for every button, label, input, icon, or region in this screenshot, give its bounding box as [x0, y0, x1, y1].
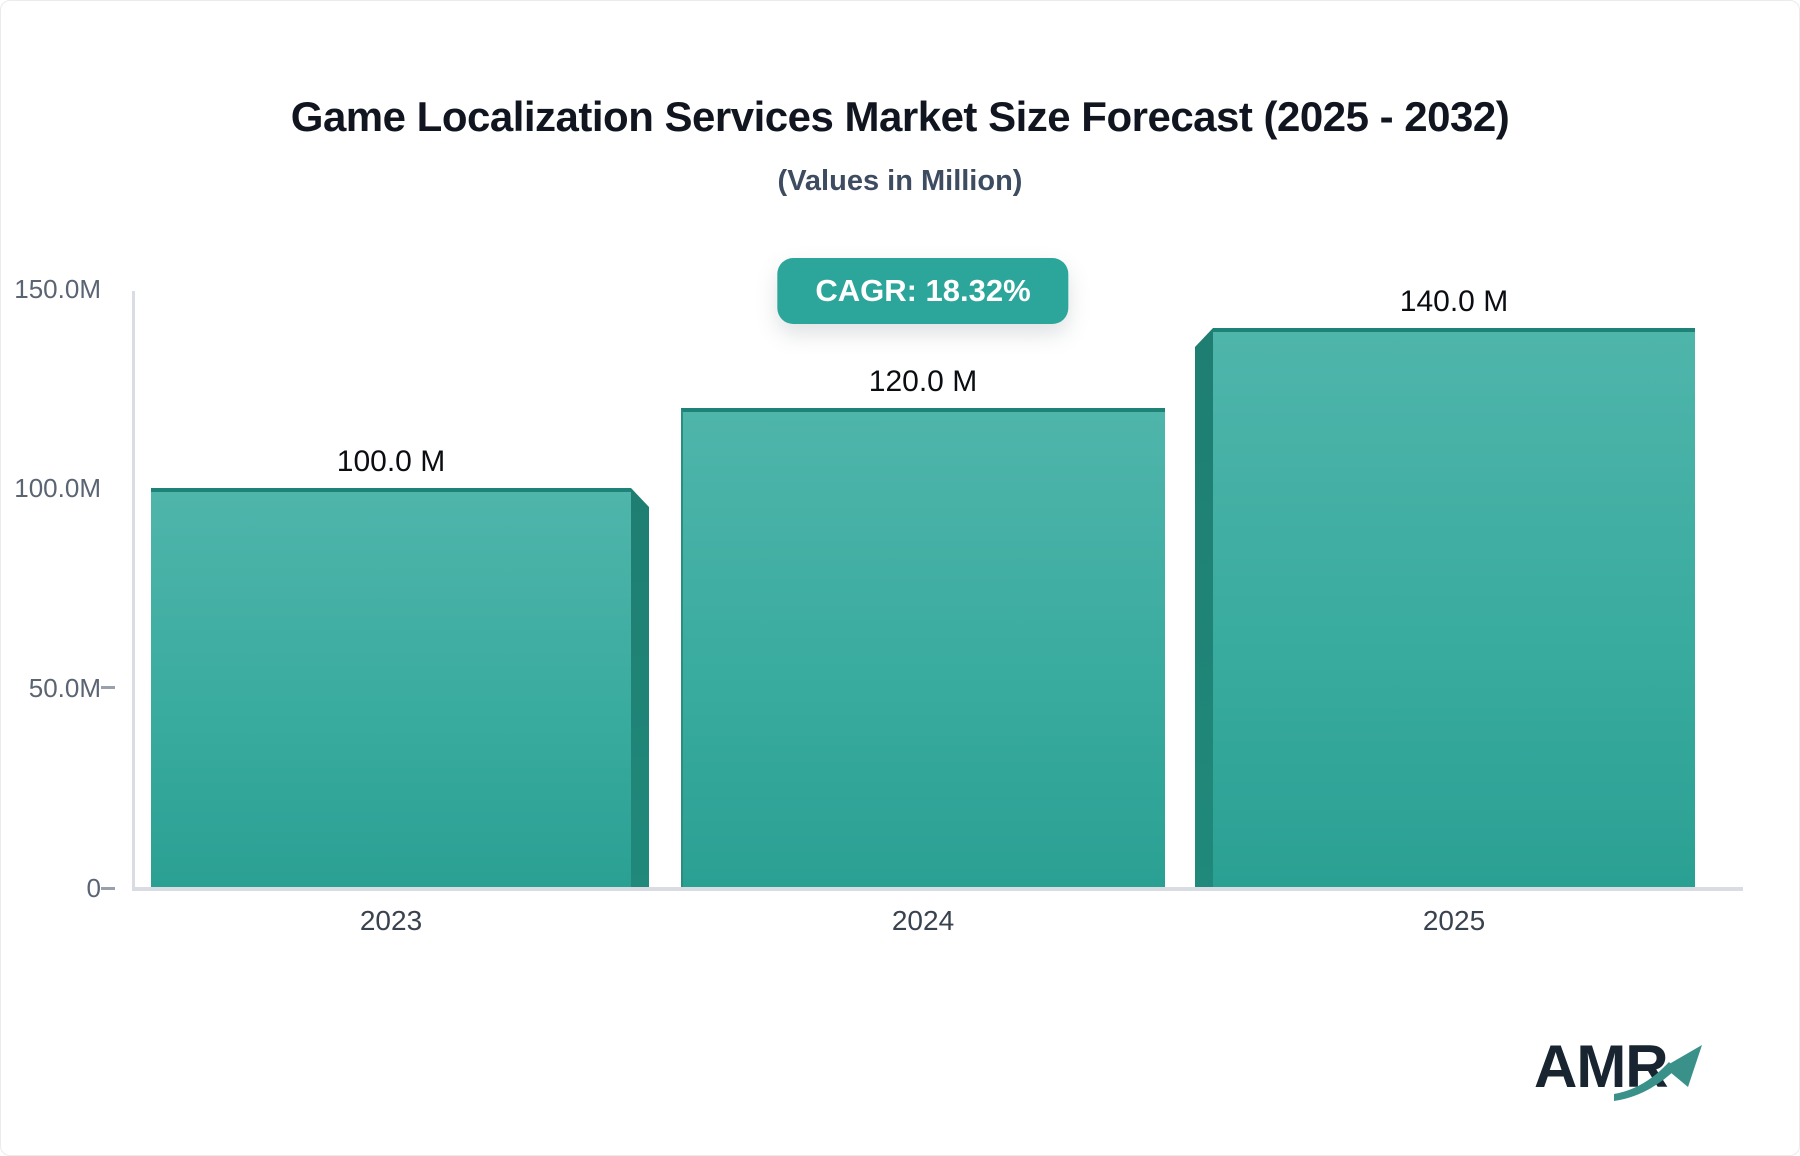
- growth-arrow-icon: [1614, 1045, 1702, 1101]
- x-axis-label-2024: 2024: [891, 905, 955, 936]
- y-axis-tick-label: 150.0M: [14, 274, 101, 304]
- y-axis-tick-label: 0: [86, 873, 101, 903]
- y-axis-tick-label: 100.0M: [14, 473, 101, 503]
- y-axis-tick-mark: [101, 887, 115, 890]
- bar-2024: [681, 408, 1165, 887]
- x-axis-label-2025: 2025: [1422, 905, 1486, 936]
- bar-value-label-2024: 120.0 M: [868, 365, 978, 398]
- bar-2023: [151, 488, 631, 887]
- x-axis-line: [132, 887, 1743, 891]
- bar-value-label-2023: 100.0 M: [336, 445, 446, 478]
- y-axis-tick-label: 50.0M: [28, 673, 101, 703]
- bar-2025-side-shadow: [1195, 328, 1213, 887]
- chart-title: Game Localization Services Market Size F…: [290, 93, 1510, 140]
- bar-2025: [1213, 328, 1695, 887]
- x-axis-label-2023: 2023: [359, 905, 423, 936]
- cagr-badge: CAGR: 18.32%: [777, 258, 1069, 324]
- bar-value-label-2025: 140.0 M: [1399, 285, 1509, 318]
- bar-2023-side-shadow: [631, 488, 649, 887]
- chart-subtitle: (Values in Million): [777, 165, 1023, 197]
- y-axis-line: [132, 291, 135, 891]
- y-axis-tick-mark: [101, 686, 115, 689]
- amr-logo: AMR: [1534, 1037, 1714, 1117]
